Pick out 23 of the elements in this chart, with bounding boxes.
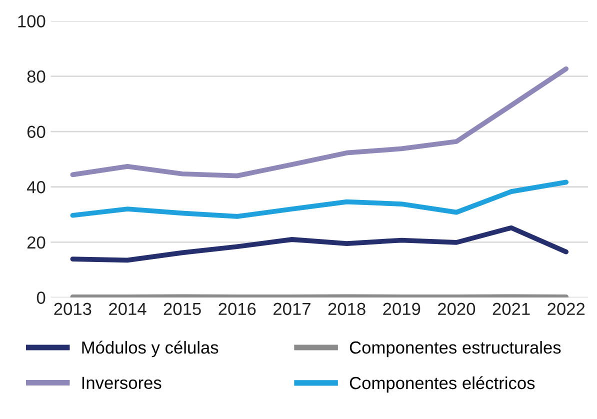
y-tick-label: 0 (36, 292, 46, 304)
x-tick-label: 2015 (164, 302, 201, 316)
y-tick-label: 40 (26, 181, 46, 194)
x-tick-label: 2020 (438, 302, 476, 316)
x-tick-label: 2013 (54, 302, 92, 316)
x-tick-label: 2017 (274, 302, 310, 316)
x-tick-label: 2022 (548, 302, 585, 316)
x-tick-label: 2021 (492, 302, 530, 316)
y-tick-label: 100 (18, 15, 46, 28)
line-series (70, 180, 569, 219)
y-tick-label: 20 (27, 236, 46, 249)
x-tick-label: 2014 (109, 302, 146, 316)
x-tick-label: 2019 (383, 302, 420, 316)
legend-label: Inversores (82, 376, 162, 390)
legend-label: Módulos y células (82, 340, 218, 358)
legend-label: Componentes estructurales (350, 340, 561, 358)
legend-label: Componentes eléctricos (350, 376, 535, 393)
x-tick-label: 2018 (328, 302, 366, 316)
x-tick-label: 2016 (218, 302, 256, 316)
line-series (70, 66, 569, 178)
line-series (70, 225, 569, 263)
y-tick-label: 80 (27, 70, 46, 83)
y-tick-label: 60 (27, 126, 46, 138)
